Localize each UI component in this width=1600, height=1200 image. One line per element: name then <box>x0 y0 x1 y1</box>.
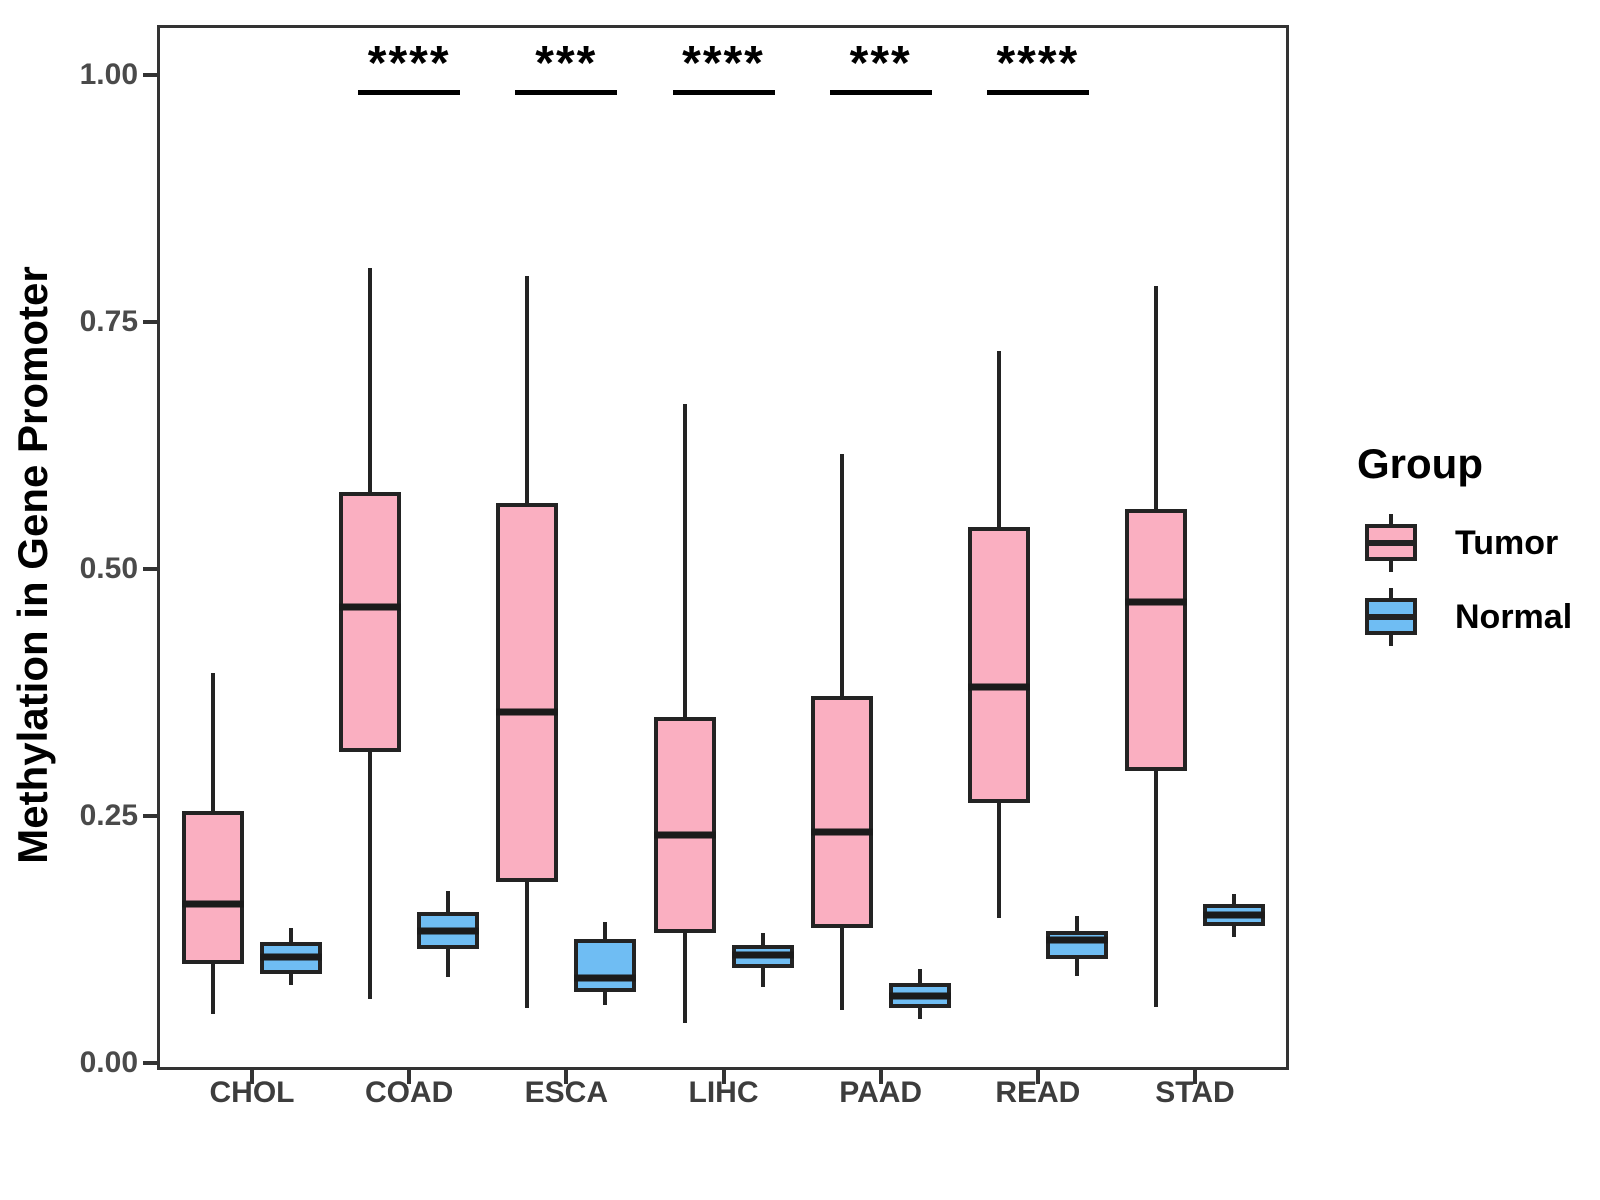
y-tick-mark <box>143 320 157 324</box>
median-STAD-Normal <box>1203 911 1266 919</box>
significance-stars-COAD: **** <box>367 37 451 90</box>
box-COAD-Tumor <box>339 491 402 752</box>
box-PAAD-Tumor <box>810 696 873 928</box>
significance-bar-LIHC <box>672 90 775 95</box>
y-tick-mark <box>143 814 157 818</box>
median-LIHC-Tumor <box>653 831 716 839</box>
x-tick-label-lihc: LIHC <box>688 1076 759 1109</box>
box-STAD-Tumor <box>1125 508 1188 771</box>
x-tick-mark <box>564 1070 569 1084</box>
x-tick-label-esca: ESCA <box>524 1076 608 1109</box>
median-PAAD-Normal <box>888 992 951 1000</box>
median-READ-Normal <box>1045 936 1108 944</box>
significance-stars-READ: **** <box>996 37 1080 90</box>
median-LIHC-Normal <box>731 951 794 959</box>
median-ESCA-Normal <box>574 974 637 982</box>
y-tick-mark <box>143 1061 157 1065</box>
y-tick-label: 0.50 <box>79 552 138 585</box>
y-tick-label: 0.25 <box>79 799 138 832</box>
x-tick-mark <box>1035 1070 1040 1084</box>
box-CHOL-Tumor <box>182 811 244 965</box>
x-tick-mark <box>407 1070 412 1084</box>
box-ESCA-Tumor <box>496 502 559 883</box>
median-READ-Tumor <box>967 683 1030 691</box>
legend-item-normal: Normal <box>1357 588 1572 646</box>
median-STAD-Tumor <box>1125 598 1188 606</box>
legend: Group Tumor Normal <box>1357 440 1572 662</box>
y-tick-label: 0.00 <box>79 1046 138 1079</box>
y-tick-mark <box>143 567 157 571</box>
y-tick-label: 1.00 <box>79 58 138 91</box>
median-ESCA-Tumor <box>496 708 559 716</box>
significance-bar-READ <box>986 90 1089 95</box>
significance-bar-COAD <box>358 90 461 95</box>
x-tick-label-paad: PAAD <box>839 1076 923 1109</box>
median-CHOL-Normal <box>260 953 322 961</box>
legend-item-tumor: Tumor <box>1357 514 1572 572</box>
x-tick-mark <box>1193 1070 1198 1084</box>
significance-stars-LIHC: **** <box>682 37 765 90</box>
median-CHOL-Tumor <box>182 900 244 908</box>
box-LIHC-Tumor <box>653 717 716 933</box>
y-tick-mark <box>143 73 157 77</box>
box-READ-Normal <box>1045 930 1108 960</box>
legend-label-tumor: Tumor <box>1455 523 1559 562</box>
median-COAD-Normal <box>417 927 480 935</box>
box-ESCA-Normal <box>574 938 637 992</box>
whisker-LIHC-Tumor <box>682 404 687 1024</box>
x-tick-mark <box>721 1070 726 1084</box>
plot-panel <box>157 25 1289 1070</box>
x-tick-label-stad: STAD <box>1155 1076 1235 1109</box>
significance-stars-ESCA: *** <box>535 37 598 90</box>
y-tick-label: 0.75 <box>79 305 138 338</box>
x-tick-label-coad: COAD <box>364 1076 454 1109</box>
x-tick-mark <box>250 1070 254 1084</box>
x-tick-label-read: READ <box>995 1076 1081 1109</box>
x-tick-mark <box>878 1070 883 1084</box>
normal-boxplot-key-icon <box>1365 588 1417 646</box>
significance-stars-PAAD: *** <box>849 37 912 90</box>
significance-bar-PAAD <box>829 90 932 95</box>
x-tick-label-chol: CHOL <box>209 1076 295 1109</box>
legend-label-normal: Normal <box>1455 597 1573 636</box>
significance-bar-ESCA <box>515 90 618 95</box>
box-READ-Tumor <box>967 526 1030 804</box>
legend-title: Group <box>1357 440 1483 487</box>
median-PAAD-Tumor <box>810 828 873 836</box>
median-COAD-Tumor <box>339 603 402 611</box>
tumor-boxplot-key-icon <box>1365 514 1417 572</box>
